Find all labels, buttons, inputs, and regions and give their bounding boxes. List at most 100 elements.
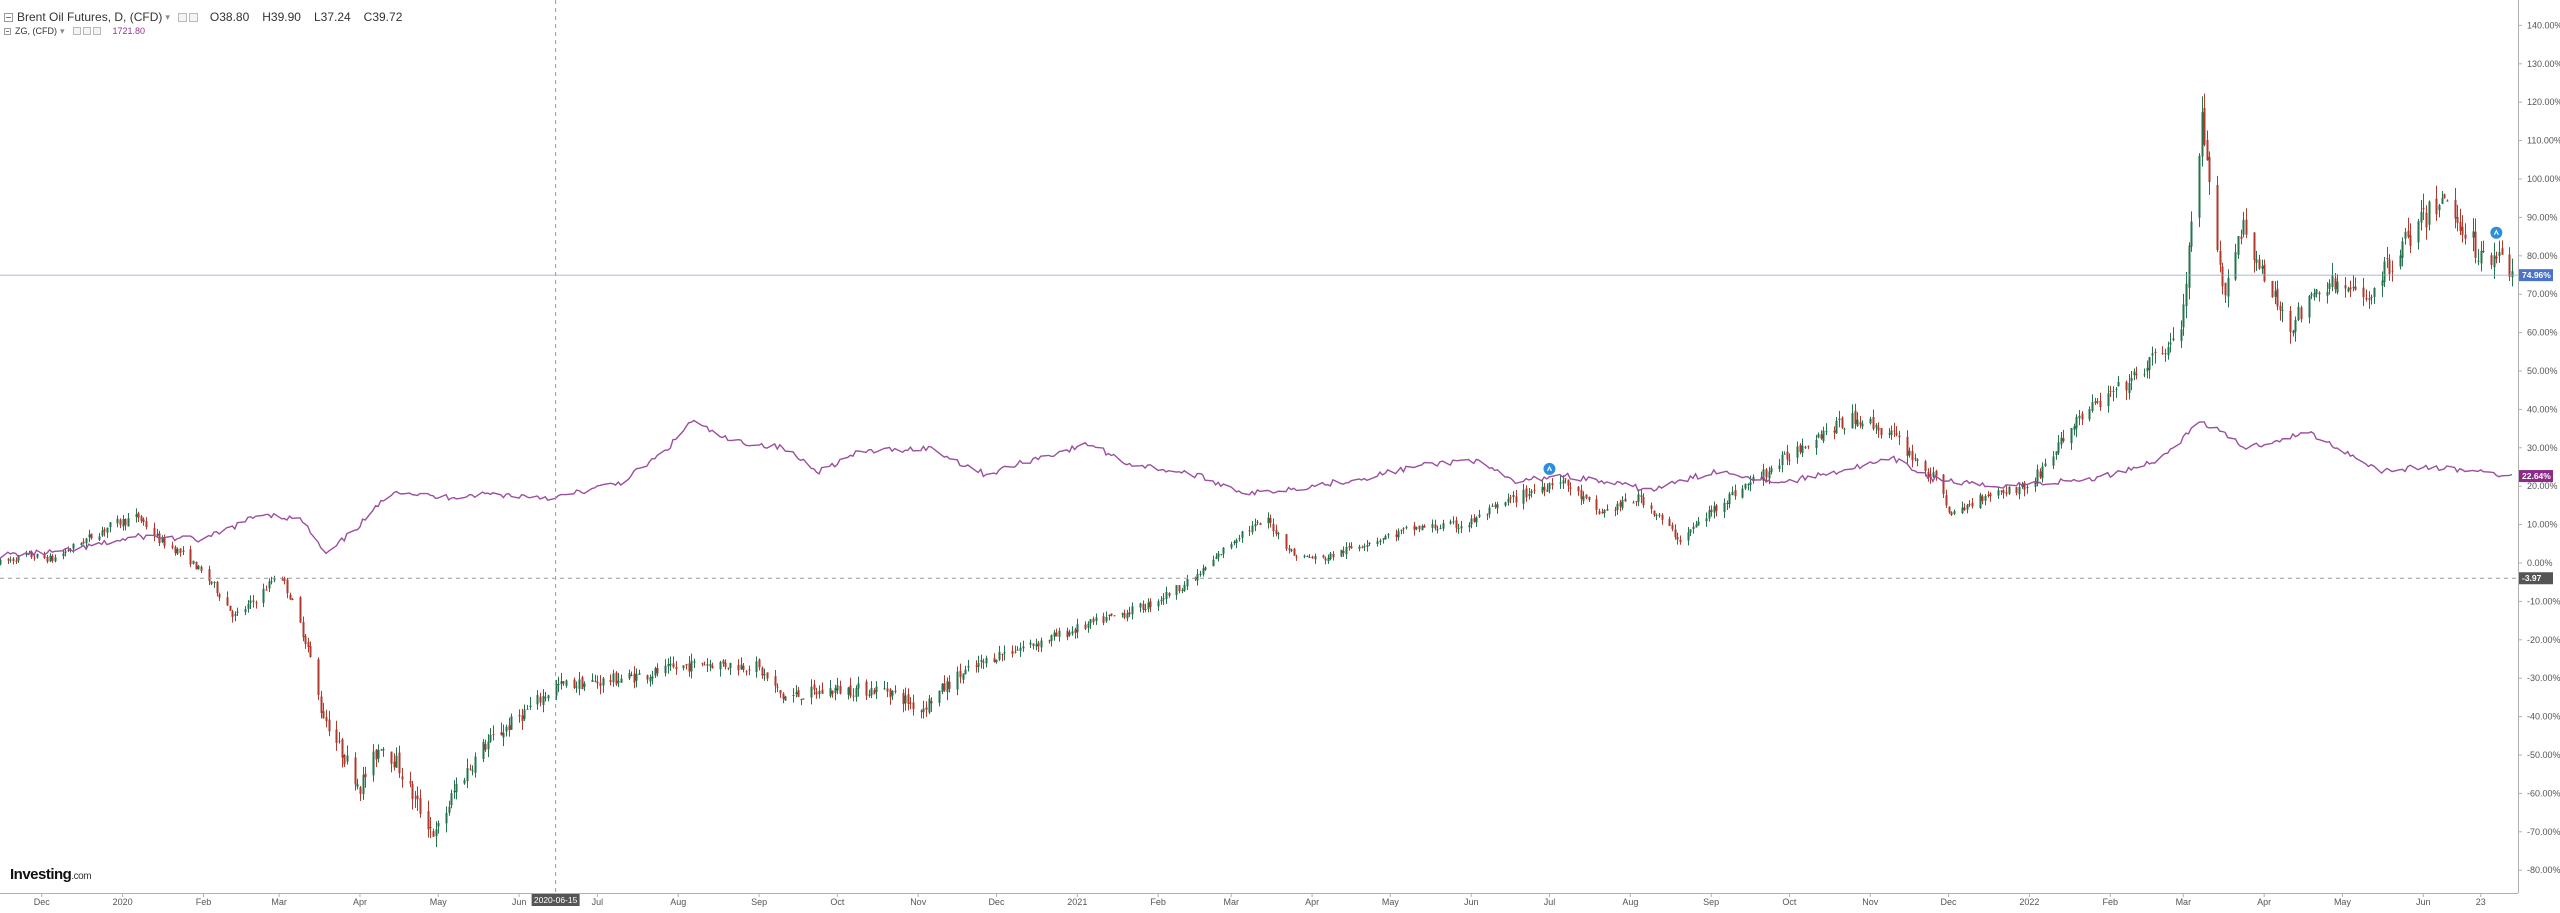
up-candle-body	[80, 543, 83, 546]
up-candle-body	[1040, 640, 1043, 648]
up-candle-body	[1131, 606, 1134, 615]
up-candle-body	[1058, 630, 1061, 637]
up-candle-body	[1632, 502, 1635, 504]
down-candle-body	[12, 558, 15, 562]
up-candle-body	[1603, 509, 1606, 514]
up-candle-body	[156, 533, 159, 536]
up-candle-body	[2115, 388, 2118, 390]
up-candle-body	[197, 565, 200, 570]
up-candle-body	[1522, 489, 1525, 504]
up-candle-body	[542, 695, 545, 705]
down-candle-body	[1950, 512, 1953, 516]
up-candle-body	[346, 755, 349, 762]
down-candle-body	[599, 682, 602, 687]
down-candle-body	[1011, 650, 1014, 654]
event-marker-2[interactable]	[2490, 226, 2503, 239]
up-candle-body	[2373, 288, 2376, 297]
up-candle-body	[273, 579, 276, 581]
up-candle-body	[998, 652, 1001, 660]
flag-icon	[2493, 229, 2499, 236]
up-candle-body	[64, 551, 67, 553]
down-candle-body	[1275, 530, 1278, 534]
down-candle-body	[1525, 488, 1528, 498]
down-candle-body	[800, 698, 803, 701]
down-candle-body	[179, 548, 182, 553]
up-candle-body	[709, 664, 712, 667]
up-candle-body	[1363, 546, 1366, 548]
up-candle-body	[985, 658, 988, 664]
up-candle-body	[106, 527, 109, 533]
down-candle-body	[562, 681, 565, 684]
down-candle-body	[291, 598, 294, 600]
x-tick-label: Jun	[2416, 897, 2431, 907]
up-candle-body	[1801, 445, 1804, 454]
up-candle-body	[1817, 434, 1820, 438]
down-candle-body	[322, 711, 325, 719]
up-candle-body	[1496, 504, 1499, 509]
up-candle-body	[1687, 532, 1690, 541]
chevron-down-icon[interactable]: ▾	[165, 12, 170, 22]
up-candle-body	[1165, 591, 1168, 600]
remove-icon[interactable]	[92, 27, 101, 35]
x-tick-label: Feb	[1150, 897, 1166, 907]
x-tick-label: Aug	[670, 897, 686, 907]
down-candle-body	[745, 671, 748, 673]
down-candle-body	[1295, 556, 1298, 558]
down-candle-body	[766, 672, 769, 679]
down-candle-body	[2219, 250, 2222, 265]
down-candle-body	[737, 664, 740, 671]
up-candle-body	[995, 659, 998, 663]
down-candle-body	[153, 528, 156, 536]
up-candle-body	[1105, 617, 1108, 622]
up-candle-body	[2326, 291, 2329, 296]
up-candle-body	[17, 555, 20, 561]
up-candle-body	[1139, 603, 1142, 608]
down-candle-body	[2461, 226, 2464, 235]
up-candle-body	[338, 740, 341, 742]
down-candle-body	[1715, 505, 1718, 511]
down-candle-body	[1144, 609, 1147, 611]
down-candle-body	[1635, 501, 1638, 503]
up-candle-body	[1415, 527, 1418, 529]
collapse-icon[interactable]	[4, 12, 13, 22]
up-candle-body	[455, 783, 458, 793]
down-candle-body	[1580, 489, 1583, 500]
y-tick-label: -30.00%	[2527, 673, 2560, 683]
settings-icon[interactable]	[177, 12, 187, 22]
down-candle-body	[195, 561, 198, 570]
up-candle-body	[236, 611, 239, 613]
up-candle-body	[1306, 555, 1309, 557]
collapse-icon[interactable]	[4, 27, 11, 35]
down-candle-body	[1272, 523, 1275, 532]
remove-icon[interactable]	[188, 12, 198, 22]
down-candle-body	[865, 681, 868, 696]
up-candle-body	[1822, 430, 1825, 441]
legend-compare-series[interactable]: ZG, (CFD) ▾ 1721.80	[4, 25, 405, 37]
up-candle-body	[1783, 453, 1786, 455]
down-candle-body	[1395, 534, 1398, 537]
up-candle-body	[740, 664, 743, 670]
down-candle-body	[299, 597, 302, 623]
investing-logo: Investing.com	[10, 866, 92, 883]
chevron-down-icon[interactable]: ▾	[60, 26, 65, 36]
up-candle-body	[85, 538, 88, 544]
down-candle-body	[2289, 310, 2292, 333]
event-marker-1[interactable]	[1543, 462, 1556, 475]
up-candle-body	[591, 679, 594, 682]
down-candle-body	[43, 553, 46, 558]
up-candle-body	[536, 695, 539, 705]
up-candle-body	[1770, 468, 1773, 472]
up-candle-body	[1233, 541, 1236, 544]
up-candle-body	[2370, 296, 2373, 298]
up-candle-body	[2185, 283, 2188, 307]
down-candle-body	[596, 681, 599, 684]
down-candle-body	[1880, 427, 1883, 436]
eye-icon[interactable]	[82, 27, 91, 35]
down-candle-body	[1350, 546, 1353, 549]
settings-icon[interactable]	[72, 27, 81, 35]
up-candle-body	[1697, 521, 1700, 526]
down-candle-body	[2023, 484, 2026, 490]
legend-main-series[interactable]: Brent Oil Futures, D, (CFD) ▾ O38.80 H39…	[4, 9, 405, 25]
up-candle-body	[755, 661, 758, 673]
